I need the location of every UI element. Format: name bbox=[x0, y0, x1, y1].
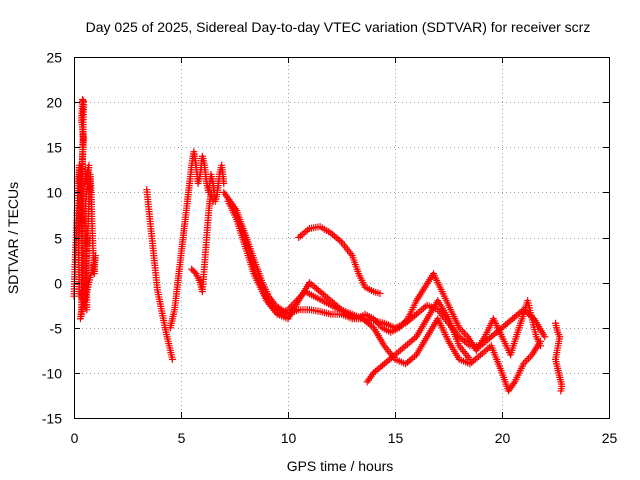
series-late-descent bbox=[363, 297, 474, 386]
data-points bbox=[70, 95, 566, 395]
chart-title: Day 025 of 2025, Sidereal Day-to-day VTE… bbox=[86, 19, 591, 35]
axis-ticks bbox=[74, 57, 610, 419]
x-tick-label: 10 bbox=[281, 430, 297, 446]
data-point bbox=[525, 354, 533, 362]
grid-lines bbox=[74, 57, 609, 418]
y-tick-label: 15 bbox=[46, 140, 62, 156]
data-point bbox=[523, 356, 531, 364]
data-point bbox=[81, 179, 89, 187]
data-point bbox=[459, 327, 467, 335]
data-point bbox=[466, 355, 474, 363]
x-tick-label: 5 bbox=[178, 430, 186, 446]
series-end-segment bbox=[552, 319, 566, 395]
y-axis-label: SDTVAR / TECUs bbox=[5, 182, 21, 294]
x-tick-label: 15 bbox=[388, 430, 404, 446]
x-tick-label: 25 bbox=[602, 430, 618, 446]
y-tick-label: -10 bbox=[42, 366, 62, 382]
x-tick-label: 20 bbox=[495, 430, 511, 446]
data-point bbox=[376, 289, 384, 297]
series-early-burst bbox=[70, 95, 99, 323]
data-point bbox=[191, 268, 199, 276]
data-point bbox=[537, 337, 545, 345]
data-point bbox=[541, 333, 549, 341]
series-rise-to-peak bbox=[166, 148, 228, 332]
data-point bbox=[209, 197, 217, 205]
x-tick-labels: 0 5 10 15 20 25 bbox=[71, 430, 618, 446]
data-point bbox=[557, 387, 565, 395]
y-tick-label: 10 bbox=[46, 185, 62, 201]
y-tick-labels: -15 -10 -5 0 5 10 15 20 25 bbox=[42, 50, 62, 427]
y-tick-label: -5 bbox=[50, 321, 63, 337]
series-middle-loop bbox=[295, 223, 384, 297]
y-tick-label: -15 bbox=[42, 411, 62, 427]
series-lower-branch-early bbox=[188, 188, 217, 296]
x-axis-label: GPS time / hours bbox=[287, 458, 394, 474]
y-tick-label: 20 bbox=[46, 95, 62, 111]
series-isolated-points bbox=[143, 186, 176, 363]
y-tick-label: 25 bbox=[46, 50, 62, 66]
y-tick-label: 0 bbox=[54, 276, 62, 292]
series-decay-track-c bbox=[231, 206, 545, 395]
data-point bbox=[460, 329, 468, 337]
data-point bbox=[168, 355, 176, 363]
x-tick-label: 0 bbox=[71, 430, 79, 446]
y-tick-label: 5 bbox=[54, 231, 62, 247]
data-point bbox=[220, 179, 228, 187]
